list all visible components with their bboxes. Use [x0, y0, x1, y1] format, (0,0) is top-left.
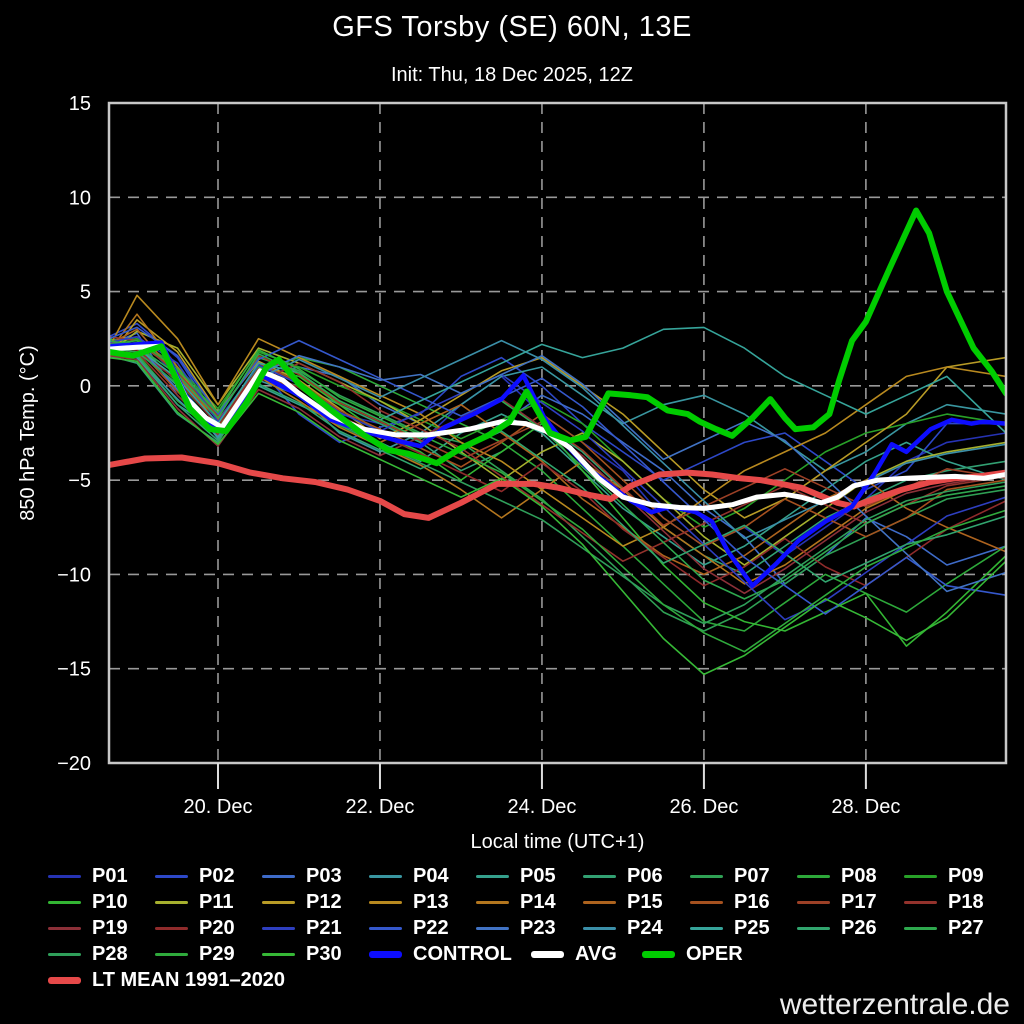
- x-tick-label: 20. Dec: [184, 796, 253, 818]
- y-tick-label: 15: [69, 93, 91, 115]
- avg-line: [109, 343, 1006, 511]
- x-tick-label: 24. Dec: [507, 796, 576, 818]
- plot-border: [107, 101, 1008, 765]
- x-tick-label: 28. Dec: [831, 796, 900, 818]
- x-tick-label: 26. Dec: [669, 796, 738, 818]
- member-line-p13: [109, 294, 1006, 547]
- watermark-wetterzentrale: wetterzentrale.de: [779, 988, 1010, 1021]
- x-tick-label: 22. Dec: [346, 796, 415, 818]
- y-tick-label: −20: [57, 753, 91, 775]
- member-line-p29: [109, 339, 1006, 653]
- page-title: GFS Torsby (SE) 60N, 13E: [332, 11, 692, 43]
- y-tick-label: 10: [69, 187, 91, 209]
- y-tick-label: −5: [68, 470, 91, 492]
- lt-mean-line: [109, 454, 1006, 521]
- y-axis-title: 850 hPa Temp. (°C): [17, 345, 39, 521]
- init-time-subtitle: Init: Thu, 18 Dec 2025, 12Z: [390, 64, 633, 86]
- oper-line: [109, 207, 1006, 467]
- member-line-p30: [109, 356, 1006, 676]
- member-line-p14: [109, 313, 1006, 585]
- y-tick-label: 5: [80, 282, 91, 304]
- y-tick-label: −15: [57, 659, 91, 681]
- member-line-p25: [109, 326, 1006, 434]
- x-axis-title: Local time (UTC+1): [471, 831, 645, 853]
- y-tick-label: 0: [80, 376, 91, 398]
- y-tick-label: −10: [57, 564, 91, 586]
- member-line-p20: [109, 345, 1006, 587]
